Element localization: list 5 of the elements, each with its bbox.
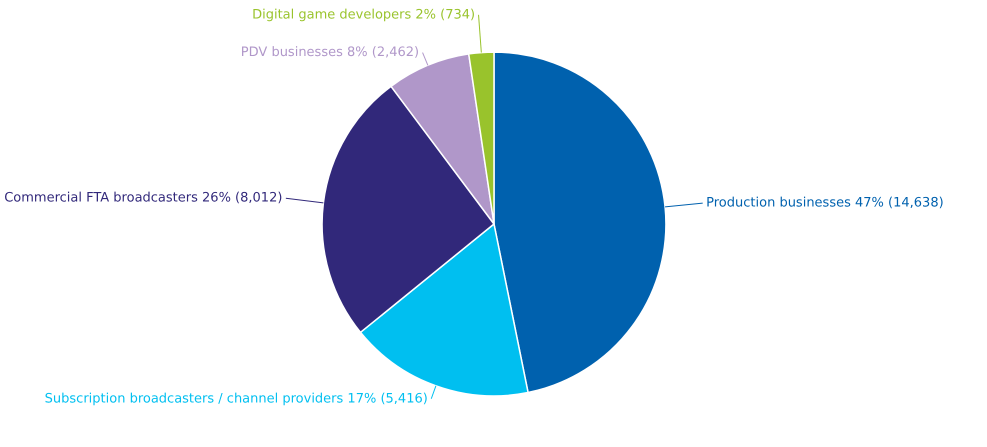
slice-label: Production businesses 47% (14,638)	[706, 196, 944, 211]
slice-label: PDV businesses 8% (2,462)	[240, 45, 420, 60]
slice-label: Subscription broadcasters / channel providers 17% (5,416)	[44, 391, 428, 406]
slice-label: Digital game developers 2% (734)	[252, 7, 476, 22]
slice-label: Commercial FTA broadcasters 26% (8,012)	[4, 190, 282, 206]
